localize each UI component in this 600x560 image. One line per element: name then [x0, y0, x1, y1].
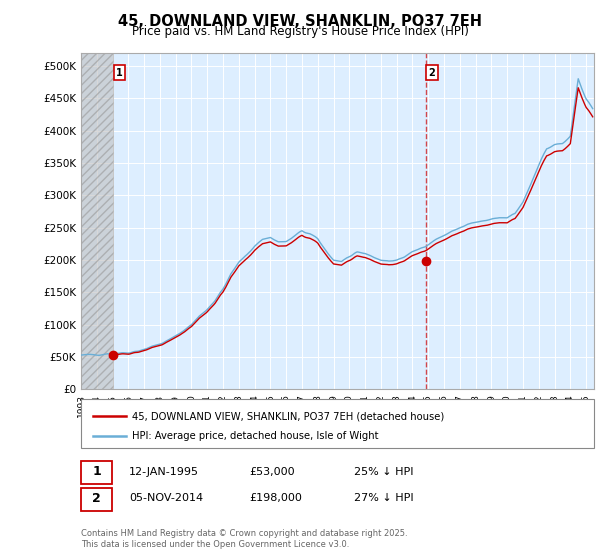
Text: 05-NOV-2014: 05-NOV-2014	[129, 493, 203, 503]
Text: 45, DOWNLAND VIEW, SHANKLIN, PO37 7EH (detached house): 45, DOWNLAND VIEW, SHANKLIN, PO37 7EH (d…	[132, 411, 444, 421]
Text: 27% ↓ HPI: 27% ↓ HPI	[354, 493, 413, 503]
Text: 25% ↓ HPI: 25% ↓ HPI	[354, 466, 413, 477]
Text: 12-JAN-1995: 12-JAN-1995	[129, 466, 199, 477]
Text: Price paid vs. HM Land Registry's House Price Index (HPI): Price paid vs. HM Land Registry's House …	[131, 25, 469, 38]
Text: HPI: Average price, detached house, Isle of Wight: HPI: Average price, detached house, Isle…	[132, 431, 379, 441]
Text: 45, DOWNLAND VIEW, SHANKLIN, PO37 7EH: 45, DOWNLAND VIEW, SHANKLIN, PO37 7EH	[118, 14, 482, 29]
Text: 1: 1	[92, 465, 101, 478]
Text: 2: 2	[428, 68, 436, 78]
Text: 1: 1	[116, 68, 123, 78]
Text: 2: 2	[92, 492, 101, 505]
Text: £198,000: £198,000	[249, 493, 302, 503]
Bar	[81, 53, 113, 389]
Text: Contains HM Land Registry data © Crown copyright and database right 2025.
This d: Contains HM Land Registry data © Crown c…	[81, 529, 407, 549]
Text: £53,000: £53,000	[249, 466, 295, 477]
